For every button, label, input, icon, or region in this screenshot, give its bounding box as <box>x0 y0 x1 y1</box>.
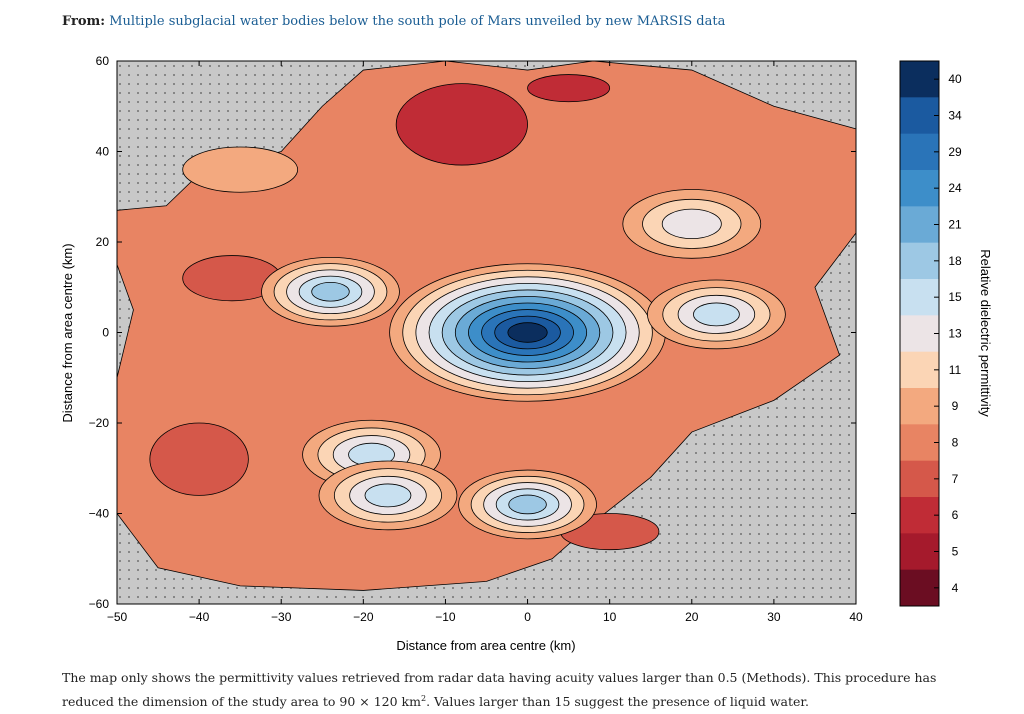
from-label: From: <box>62 14 106 29</box>
x-tick-label: 0 <box>524 610 531 624</box>
x-axis-label: Distance from area centre (km) <box>396 638 575 653</box>
low-permittivity-patch <box>149 422 249 496</box>
x-tick-label: 10 <box>603 610 617 624</box>
permittivity-contours <box>117 61 856 591</box>
y-tick-label: 0 <box>102 326 109 340</box>
contour-ring <box>693 302 740 327</box>
colorbar-swatch <box>900 170 939 207</box>
colorbar-swatch <box>900 533 939 571</box>
colorbar-swatch <box>900 242 939 280</box>
colorbar-tick-label: 21 <box>948 218 962 232</box>
caption-text-2: . Values larger than 15 suggest the pres… <box>426 694 810 710</box>
colorbar-tick-label: 29 <box>948 145 962 159</box>
plot-area <box>116 60 857 605</box>
caption-superscript: 2 <box>420 694 427 703</box>
colorbar-swatch <box>900 351 939 389</box>
colorbar-tick-label: 8 <box>952 436 959 450</box>
figure: −50 −40 −30 −20 −10 0 10 20 30 40 60 40 20 0 −20 −40 −6… <box>60 54 993 653</box>
colorbar-swatch <box>900 61 939 98</box>
contour-ring <box>661 208 722 240</box>
x-tick-label: −30 <box>271 610 292 624</box>
y-tick-label: 40 <box>96 145 110 159</box>
colorbar-tick-label: 15 <box>948 290 962 304</box>
colorbar-swatch <box>900 206 939 244</box>
article-link[interactable]: Multiple subglacial water bodies below t… <box>109 14 726 29</box>
x-tick-label: −10 <box>435 610 456 624</box>
y-axis-label: Distance from area centre (km) <box>60 243 75 422</box>
y-tick-label: −60 <box>89 597 110 611</box>
figure-caption: The map only shows the permittivity valu… <box>62 667 982 712</box>
colorbar-tick-label: 34 <box>948 109 962 123</box>
colorbar-tick-label: 11 <box>949 363 962 377</box>
colorbar-swatch <box>900 279 939 316</box>
x-tick-label: −50 <box>107 610 128 624</box>
low-permittivity-patch <box>527 74 611 103</box>
colorbar: 40 34 29 24 21 18 15 13 11 9 8 7 6 5 4 <box>899 60 962 607</box>
x-tick-label: 30 <box>767 610 781 624</box>
low-permittivity-patch <box>182 146 299 193</box>
colorbar-tick-label: 40 <box>948 72 962 86</box>
colorbar-tick-label: 5 <box>952 545 959 559</box>
colorbar-swatch <box>900 460 939 498</box>
y-tick-label: −20 <box>89 416 110 430</box>
low-permittivity-patch <box>395 83 528 166</box>
x-tick-label: 40 <box>849 610 863 624</box>
colorbar-swatch <box>900 133 939 171</box>
colorbar-swatch <box>900 315 939 353</box>
colorbar-label: Relative dielectric permittivity <box>978 249 993 417</box>
y-tick-label: 20 <box>96 235 110 249</box>
y-tick-label: 60 <box>96 54 110 68</box>
colorbar-swatch <box>900 424 939 462</box>
contour-ring <box>311 281 350 302</box>
colorbar-tick-label: 9 <box>952 399 959 413</box>
colorbar-tick-label: 24 <box>948 181 962 195</box>
colorbar-swatch <box>900 97 939 135</box>
x-axis: −50 −40 −30 −20 −10 0 10 20 30 40 <box>107 61 863 624</box>
colorbar-tick-label: 6 <box>952 508 959 522</box>
colorbar-swatch <box>900 569 939 607</box>
y-axis: 60 40 20 0 −20 −40 −60 <box>89 54 856 611</box>
contour-ring <box>364 483 412 508</box>
colorbar-tick-label: 13 <box>948 327 962 341</box>
colorbar-swatch <box>900 497 939 534</box>
colorbar-swatch <box>900 388 939 425</box>
colorbar-tick-label: 7 <box>952 472 959 486</box>
x-tick-label: 20 <box>685 610 699 624</box>
colorbar-tick-label: 4 <box>952 581 959 595</box>
x-tick-label: −20 <box>353 610 374 624</box>
y-tick-label: −40 <box>89 507 110 521</box>
colorbar-tick-label: 18 <box>948 254 962 268</box>
contour-ring <box>507 322 548 343</box>
contour-ring <box>508 494 547 515</box>
caption-text-1: The map only shows the permittivity valu… <box>62 670 937 710</box>
source-line: From: Multiple subglacial water bodies b… <box>62 14 725 29</box>
x-tick-label: −40 <box>189 610 210 624</box>
